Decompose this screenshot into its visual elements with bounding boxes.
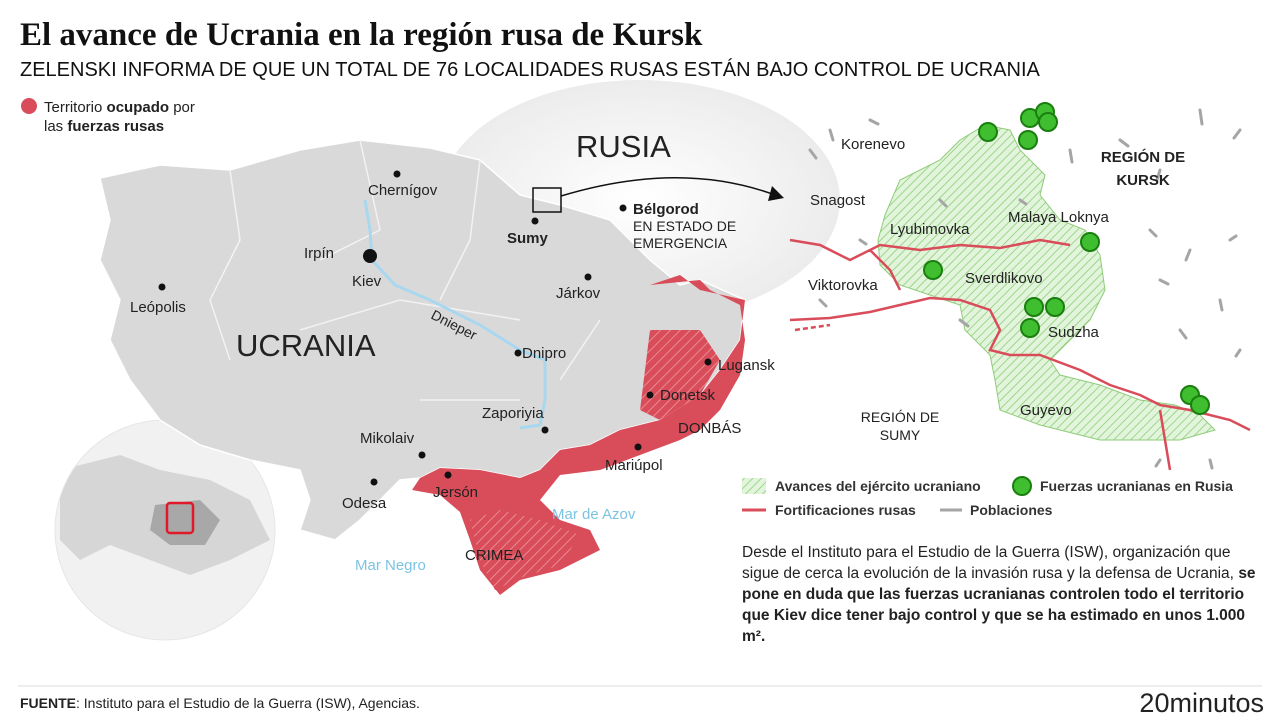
- legend-swatch: [1012, 476, 1032, 496]
- city-label: Odesa: [342, 495, 387, 512]
- region-label: DONBÁS: [678, 420, 741, 437]
- city-label: Dnipro: [522, 345, 566, 362]
- source: FUENTE: Instituto para el Estudio de la …: [20, 695, 420, 711]
- legend-label: Poblaciones: [970, 502, 1053, 518]
- city-note: EMERGENCIA: [633, 235, 728, 251]
- city-label: Mariúpol: [605, 457, 663, 474]
- fortifications: [789, 238, 1251, 471]
- town-label: Lyubimovka: [890, 221, 970, 238]
- locator-arrow: [560, 177, 776, 197]
- legend-swatch: [742, 478, 766, 494]
- forces: [923, 102, 1210, 415]
- country-label: UCRANIA: [236, 328, 376, 363]
- note-text: Desde el Instituto para el Estudio de la…: [742, 544, 1234, 582]
- legend-label: Fuerzas ucranianas en Rusia: [1040, 478, 1233, 494]
- town-label: Sudzha: [1048, 324, 1100, 341]
- region-label: SUMY: [880, 427, 921, 443]
- town-label: Korenevo: [841, 136, 905, 153]
- occupied-swatch: [21, 98, 37, 114]
- city-label: Mikolaiv: [360, 430, 415, 447]
- city-note: EN ESTADO DE: [633, 218, 736, 234]
- city-label: Sumy: [507, 230, 549, 247]
- legend-occupied: las fuerzas rusas: [44, 118, 164, 135]
- region-label: REGIÓN DE: [861, 409, 940, 425]
- title: El avance de Ucrania en la región rusa d…: [20, 17, 703, 53]
- crimea-hatch: [470, 510, 580, 590]
- town-label: Sverdlikovo: [965, 270, 1043, 287]
- city-label: Járkov: [556, 285, 601, 302]
- city-label: Donetsk: [660, 387, 716, 404]
- city-label: Jersón: [433, 484, 478, 501]
- water-label: Mar de Azov: [552, 506, 636, 523]
- city-label: Chernígov: [368, 182, 438, 199]
- city-label: Irpín: [304, 245, 334, 262]
- occupied-hatch: [640, 330, 720, 420]
- region-label: KURSK: [1116, 172, 1170, 189]
- city-label: Lugansk: [718, 357, 775, 374]
- town-label: Snagost: [810, 192, 866, 209]
- region-label: CRIMEA: [465, 547, 523, 564]
- note-bold: se pone en duda que las fuerzas ucranian…: [742, 565, 1256, 645]
- town-label: Malaya Loknya: [1008, 209, 1110, 226]
- town-label: Viktorovka: [808, 277, 878, 294]
- city-label: Kiev: [352, 273, 382, 290]
- city-label: Leópolis: [130, 299, 186, 316]
- oblast-borders: [209, 139, 601, 401]
- water-label: Mar Negro: [355, 557, 426, 574]
- city-dots: [158, 170, 712, 486]
- globe-locator: [165, 501, 195, 535]
- country-label: RUSIA: [576, 129, 671, 164]
- city-label: Zaporiyia: [482, 405, 544, 422]
- town-label: Guyevo: [1020, 402, 1072, 419]
- advance-zone: [877, 124, 1216, 441]
- subtitle: ZELENSKI INFORMA DE QUE UN TOTAL DE 76 L…: [20, 58, 1041, 81]
- logo: 20minutos: [1139, 688, 1264, 718]
- arrow-head: [768, 186, 784, 201]
- region-label: REGIÓN DE: [1101, 148, 1185, 166]
- legend-label: Fortificaciones rusas: [775, 502, 916, 518]
- kursk-locator: [532, 187, 562, 213]
- note: Desde el Instituto para el Estudio de la…: [742, 542, 1262, 647]
- legend-label: Avances del ejército ucraniano: [775, 478, 981, 494]
- city-label: Bélgorod: [633, 201, 699, 218]
- legend-occupied: Territorio ocupado por: [44, 99, 195, 116]
